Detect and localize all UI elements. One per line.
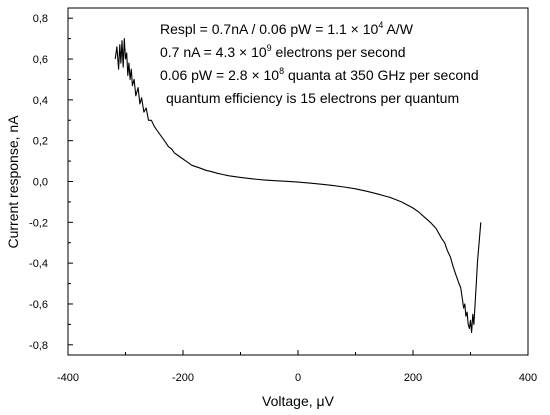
y-ticks-group: 0,8 0,6 0,4 0,2 0,0 -0,2 -0,4 -0,6 -0,8: [29, 13, 73, 352]
x-tick-label-2: 0: [295, 372, 301, 384]
y-tick-label-0: 0,8: [33, 13, 48, 25]
annotation-part: electrons per second: [272, 44, 406, 60]
x-tick-label-1: -200: [172, 372, 194, 384]
x-axis-title: Voltage, μV: [262, 393, 335, 409]
y-axis-title: Current response, nA: [5, 115, 21, 249]
annotation-part: 8: [279, 66, 284, 76]
plot-frame: [67, 7, 529, 356]
annotation-part: 0.06 pW = 2.8: [160, 67, 248, 83]
annotation-part: × 10: [235, 44, 267, 60]
annotation-part: 9: [267, 43, 272, 53]
annotation-part: quantum efficiency is 15 electrons per q…: [166, 90, 459, 106]
x-ticks-group: -400 -200 0 200 400: [57, 350, 537, 384]
x-tick-label-4: 400: [519, 372, 537, 384]
annotation-line-2: 0.06 pW = 2.8 × 108 quanta at 350 GHz pe…: [160, 66, 479, 83]
annotations-group: Respl = 0.7nA / 0.06 pW = 1.1 × 104 A/W0…: [160, 20, 479, 106]
annotation-part: A/W: [383, 21, 413, 37]
y-tick-label-8: -0,8: [29, 340, 48, 352]
series-group: [114, 38, 482, 334]
x-tick-label-0: -400: [57, 372, 79, 384]
annotation-line-3: quantum efficiency is 15 electrons per q…: [166, 90, 459, 106]
annotation-part: × 10: [347, 21, 379, 37]
annotation-part: 0.7 nA = 4.3: [160, 44, 235, 60]
plot-frame-group: [67, 7, 529, 356]
annotation-line-1: 0.7 nA = 4.3 × 109 electrons per second: [160, 43, 406, 60]
y-tick-label-7: -0,6: [29, 299, 48, 311]
y-tick-label-6: -0,4: [29, 258, 48, 270]
x-tick-label-3: 200: [404, 372, 422, 384]
annotation-part: 4: [378, 20, 383, 30]
annotation-part: Respl = 0.7nA / 0.06 pW = 1.1: [160, 21, 347, 37]
annotation-part: × 10: [248, 67, 280, 83]
y-tick-label-1: 0,6: [33, 54, 48, 66]
y-tick-label-5: -0,2: [29, 217, 48, 229]
y-tick-label-4: 0,0: [33, 177, 48, 189]
annotation-part: quanta at 350 GHz per second: [284, 67, 479, 83]
series-line-0: [114, 38, 482, 334]
annotation-line-0: Respl = 0.7nA / 0.06 pW = 1.1 × 104 A/W: [160, 20, 414, 37]
y-tick-label-3: 0,2: [33, 136, 48, 148]
y-tick-label-2: 0,4: [33, 95, 48, 107]
